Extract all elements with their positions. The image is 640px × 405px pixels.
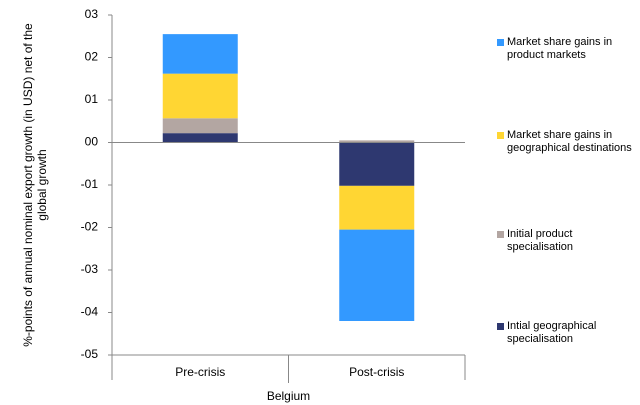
bar-segment bbox=[339, 142, 415, 186]
x-tick-label: Pre-crisis bbox=[175, 365, 225, 379]
y-axis-title: %-points of annual nominal export growth… bbox=[21, 23, 49, 347]
legend-swatch bbox=[497, 231, 504, 238]
x-group-label: Belgium bbox=[267, 389, 310, 403]
y-tick-label: -03 bbox=[81, 262, 99, 276]
legend-item: Market share gains in geographical desti… bbox=[497, 129, 640, 155]
y-tick-label: 03 bbox=[85, 7, 99, 21]
legend-label: Market share gains in product markets bbox=[507, 36, 613, 61]
y-tick-label: -01 bbox=[81, 177, 99, 191]
bar-segment bbox=[162, 34, 238, 74]
bar-segment bbox=[339, 185, 415, 230]
legend-swatch bbox=[497, 132, 504, 139]
legend-swatch bbox=[497, 323, 504, 330]
y-tick-label: 00 bbox=[85, 135, 99, 149]
legend-label: Initial product specialisation bbox=[507, 228, 574, 253]
y-tick-label: -05 bbox=[81, 347, 99, 361]
legend-label: Intial geographical specialisation bbox=[507, 320, 597, 345]
bar-segment bbox=[162, 133, 238, 143]
bar-segment bbox=[162, 118, 238, 134]
bar-segment bbox=[339, 140, 415, 143]
y-tick-label: 02 bbox=[85, 50, 99, 64]
legend-item: Initial product specialisation bbox=[497, 228, 640, 254]
y-tick-label: -04 bbox=[81, 305, 99, 319]
legend-item: Market share gains in product markets bbox=[497, 36, 640, 62]
bar-segment bbox=[339, 229, 415, 321]
legend-swatch bbox=[497, 39, 504, 46]
y-tick-label: -02 bbox=[81, 220, 99, 234]
legend-label: Market share gains in geographical desti… bbox=[507, 129, 632, 154]
legend-item: Intial geographical specialisation bbox=[497, 320, 640, 346]
bar-segment bbox=[162, 73, 238, 119]
y-tick-label: 01 bbox=[85, 92, 99, 106]
x-tick-label: Post-crisis bbox=[349, 365, 404, 379]
